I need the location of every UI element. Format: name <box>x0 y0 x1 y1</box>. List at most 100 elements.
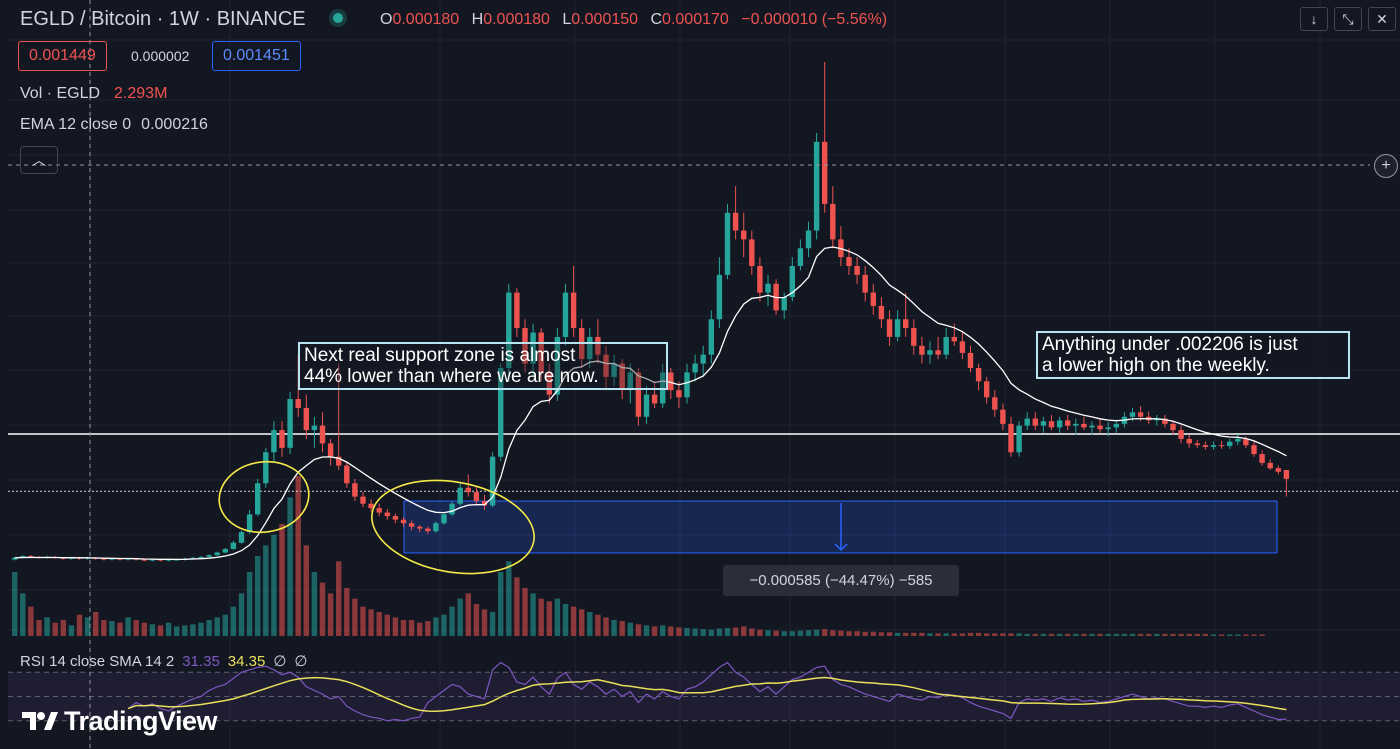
volume-bar <box>384 614 390 636</box>
support-zone[interactable] <box>403 500 1278 554</box>
candle-body <box>465 487 471 493</box>
volume-bar <box>975 632 982 636</box>
candle-body <box>400 519 407 524</box>
candle-body <box>797 248 804 266</box>
fullscreen-button[interactable]: ⤡ <box>1334 7 1362 31</box>
candle-body <box>1218 445 1225 447</box>
candle-body <box>846 257 852 266</box>
candle-body <box>311 425 318 431</box>
circle-drawings[interactable] <box>215 456 542 585</box>
ema-label: EMA 12 close 0 <box>20 116 132 133</box>
candle-body <box>627 372 633 391</box>
fullscreen-icon: ⤡ <box>1342 11 1354 27</box>
lower-high-note[interactable]: Anything under .002206 is just a lower h… <box>1036 331 1350 379</box>
candle-body <box>919 345 925 355</box>
low-value: 0.000150 <box>571 11 639 28</box>
volume-bar <box>246 572 253 636</box>
volume-bar <box>149 624 156 636</box>
candle-body <box>425 528 431 532</box>
volume-bar <box>287 497 293 636</box>
circle-drawing <box>218 460 310 534</box>
candle-body <box>1202 445 1209 447</box>
candle-body <box>724 212 731 275</box>
candle-body <box>684 372 690 398</box>
volume-bar <box>514 577 520 636</box>
plus-icon: + <box>1381 157 1391 174</box>
volume-bar <box>951 633 957 636</box>
open-label: O <box>380 11 393 28</box>
volume-bar <box>279 524 285 636</box>
candle-body <box>894 319 901 337</box>
candle-body <box>433 523 439 532</box>
add-button[interactable]: + <box>1374 154 1398 178</box>
volume-bar <box>1137 633 1144 636</box>
high-label: H <box>471 11 484 28</box>
volume-bar <box>651 626 658 636</box>
volume-legend[interactable]: Vol · EGLD 2.293M <box>20 85 167 103</box>
rsi-legend[interactable]: RSI 14 close SMA 14 2 31.35 34.35 ∅ ∅ <box>20 652 308 670</box>
tradingview-logo-text: TradingView <box>64 706 218 736</box>
candle-body <box>1081 423 1087 428</box>
volume-value: 2.293M <box>114 85 168 102</box>
change-value: −0.000010 (−5.56%) <box>741 11 888 28</box>
candle-body <box>1024 418 1030 426</box>
scroll-down-button[interactable]: ↓ <box>1300 7 1328 31</box>
volume-bar <box>271 534 277 636</box>
candle-body <box>506 292 512 368</box>
tradingview-logo[interactable]: TradingView <box>22 706 218 737</box>
volume-bar <box>28 606 34 636</box>
symbol-title: EGLD / Bitcoin · 1W · BINANCE <box>20 8 306 30</box>
volume-bar <box>214 617 220 636</box>
volume-bar <box>911 632 917 636</box>
note-line: a lower high on the weekly. <box>1042 355 1270 376</box>
volume-bar <box>449 606 455 636</box>
candle-body <box>165 559 172 561</box>
volume-bar <box>1210 634 1217 636</box>
volume-bar <box>1186 633 1192 636</box>
volume-bar <box>425 621 431 636</box>
volume-bar <box>93 612 99 636</box>
volume-bar <box>1251 634 1257 636</box>
candle-body <box>1267 462 1273 469</box>
volume-bar <box>967 632 974 636</box>
volume-bar <box>587 612 593 636</box>
buy-button[interactable]: 0.001451 <box>212 41 301 71</box>
candle-body <box>911 328 917 346</box>
candles <box>12 62 1290 562</box>
rsi-sma-polyline <box>127 676 1287 713</box>
volume-bar <box>1121 633 1128 636</box>
close-button[interactable]: ✕ <box>1368 7 1396 31</box>
candle-body <box>830 203 836 240</box>
collapse-legend-button[interactable]: ︿ <box>20 146 58 174</box>
volume-bar <box>327 593 334 636</box>
candle-body <box>141 559 147 561</box>
volume-bar <box>392 617 399 636</box>
candle-body <box>28 556 34 558</box>
support-zone-note[interactable]: Next real support zone is almost 44% low… <box>298 342 668 390</box>
candle-body <box>441 514 447 524</box>
volume-bar <box>174 626 180 636</box>
sell-button[interactable]: 0.001449 <box>18 41 107 71</box>
candle-body <box>392 516 399 520</box>
candle-body <box>635 372 642 417</box>
volume-bar <box>12 572 18 636</box>
candle-body <box>522 328 528 364</box>
volume-bar <box>1154 633 1160 636</box>
candle-body <box>319 425 326 444</box>
volume-bar <box>935 633 941 636</box>
candle-body <box>749 239 755 266</box>
candle-body <box>992 397 998 410</box>
candle-body <box>789 266 795 298</box>
volume-bar <box>1105 633 1111 636</box>
close-icon: ✕ <box>1376 11 1388 27</box>
ema-value: 0.000216 <box>141 116 208 133</box>
chart-title: EGLD / Bitcoin · 1W · BINANCE <box>20 8 344 31</box>
volume-bar <box>797 630 804 636</box>
candle-body <box>546 372 552 395</box>
candle-body <box>1283 470 1290 479</box>
volume-bar <box>1073 633 1079 636</box>
volume-bar <box>230 606 237 636</box>
horizontal-lines[interactable] <box>8 433 1400 492</box>
ema-legend[interactable]: EMA 12 close 0 0.000216 <box>20 116 208 134</box>
